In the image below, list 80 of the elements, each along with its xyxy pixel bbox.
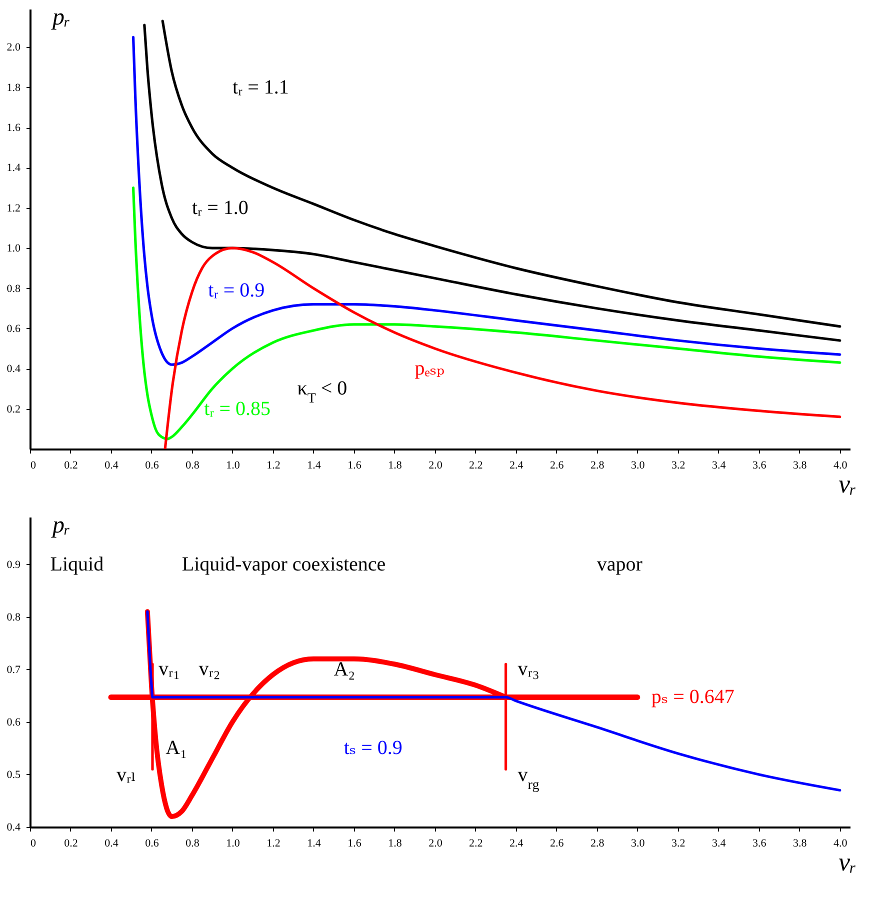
annotation: A₂ — [334, 658, 356, 680]
x-tick-label: 0.8 — [186, 460, 200, 472]
x-tick-label: 1.8 — [388, 460, 402, 472]
x-tick-label: 2.8 — [590, 838, 605, 850]
y-tick-label: 0.5 — [6, 768, 21, 781]
x-tick-label: 0 — [30, 460, 36, 472]
x-tick-label: 3.2 — [672, 460, 686, 472]
annotation: vᵣ₁ — [158, 658, 180, 680]
x-tick-label: 0.4 — [104, 460, 119, 472]
x-tick-label: 3.2 — [672, 838, 686, 850]
text: tᵣ = 1.1 — [232, 76, 289, 98]
y-axis-title: pᵣ — [50, 512, 70, 538]
annotation: vᵣₗ — [116, 764, 136, 786]
x-tick-label: 2.4 — [510, 460, 524, 472]
y-tick-label: 0.9 — [6, 558, 21, 571]
y-tick-label: 1.6 — [6, 122, 21, 134]
annotation: κ$_{T}$ < 0 — [297, 378, 348, 406]
y-tick-label: 0.4 — [6, 822, 21, 834]
x-tick-label: 0.6 — [145, 460, 160, 472]
x-tick-label: 1.6 — [348, 460, 362, 472]
annotation: vᵣ₃ — [518, 658, 540, 680]
series-label: tᵣ = 0.9 — [208, 279, 265, 302]
annotation: v$_{rg}$ — [518, 764, 540, 793]
x-tick-label: 2.6 — [550, 460, 564, 472]
x-tick-label: 0.8 — [186, 838, 200, 850]
x-tick-label: 3.8 — [793, 838, 808, 850]
x-tick-label: 2.2 — [469, 838, 483, 850]
series-label: tᵣ = 1.0 — [192, 196, 248, 219]
y-axis-title: pᵣ — [50, 4, 70, 30]
x-tick-label: 4.0 — [834, 460, 848, 472]
y-tick-label: 1.0 — [6, 242, 21, 255]
y-tick-label: 1.2 — [6, 202, 20, 214]
x-tick-label: 3.6 — [752, 460, 767, 472]
y-tick-label: 0.8 — [6, 282, 21, 295]
y-tick-label: 1.8 — [6, 82, 21, 94]
series-label: pₑₛₚ — [414, 358, 445, 380]
y-tick-label: 0.6 — [6, 322, 21, 335]
y-tick-label: 2.0 — [6, 42, 21, 54]
x-tick-label: 3.4 — [712, 460, 726, 472]
annotation: Liquid-vapor coexistence — [182, 553, 386, 576]
x-tick-label: 0.6 — [145, 838, 160, 850]
x-tick-label: 3.8 — [793, 460, 808, 472]
x-tick-label: 3.0 — [631, 838, 646, 850]
x-tick-label: 1.2 — [266, 838, 280, 850]
x-tick-label: 2.0 — [428, 460, 443, 472]
x-tick-label: 0.4 — [104, 838, 119, 850]
series-label: tₛ = 0.9 — [344, 737, 402, 760]
y-tick-label: 1.4 — [6, 162, 21, 174]
x-tick-label: 3.6 — [752, 838, 767, 850]
x-axis-title: vᵣ — [838, 470, 856, 498]
x-tick-label: 1.6 — [348, 838, 362, 850]
x-tick-label: 0 — [30, 838, 36, 850]
annotation: Liquid — [50, 553, 104, 576]
y-tick-label: 0.8 — [6, 611, 21, 624]
x-tick-label: 2.4 — [510, 838, 524, 850]
series-label: tᵣ = 0.85 — [204, 398, 271, 420]
y-tick-label: 0.4 — [6, 363, 21, 376]
x-tick-label: 3.0 — [631, 460, 646, 472]
y-tick-label: 0.2 — [6, 403, 20, 416]
x-tick-label: 3.4 — [712, 838, 726, 850]
annotation: vapor — [596, 553, 643, 576]
x-tick-label: 1.0 — [226, 838, 240, 850]
x-tick-label: 1.2 — [266, 460, 280, 472]
x-tick-label: 2.0 — [428, 838, 443, 850]
x-tick-label: 1.0 — [226, 460, 240, 472]
x-axis-title: vᵣ — [838, 848, 856, 876]
x-tick-label: 0.2 — [64, 838, 78, 850]
y-tick-label: 0.6 — [6, 716, 21, 728]
series-label: pₛ = 0.647 — [651, 686, 734, 708]
x-tick-label: 1.4 — [307, 460, 322, 472]
y-tick-label: 0.7 — [6, 664, 21, 676]
x-tick-label: 1.8 — [388, 838, 402, 850]
x-tick-label: 1.4 — [307, 838, 322, 850]
x-tick-label: 2.2 — [469, 460, 483, 472]
annotation: A₁ — [166, 737, 188, 760]
x-tick-label: 0.2 — [64, 460, 78, 472]
x-tick-label: 4.0 — [834, 838, 848, 850]
x-tick-label: 2.6 — [550, 838, 564, 850]
annotation: vᵣ₂ — [198, 658, 220, 680]
x-tick-label: 2.8 — [590, 460, 605, 472]
